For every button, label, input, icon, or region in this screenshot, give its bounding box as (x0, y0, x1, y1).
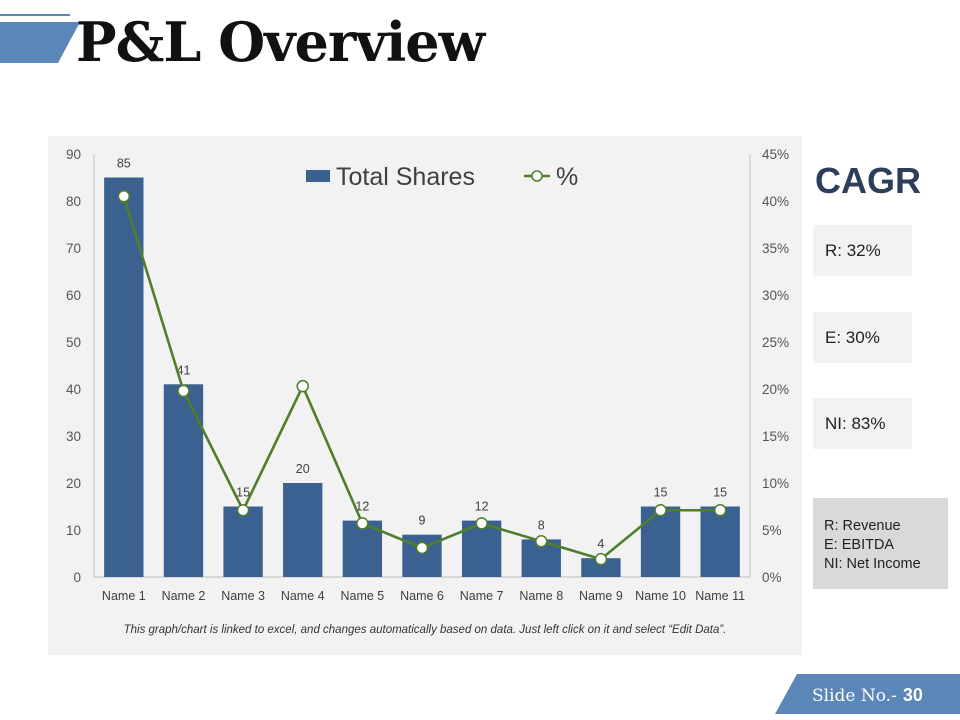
bar[interactable] (700, 506, 740, 578)
y-right-tick-label: 15% (762, 429, 789, 444)
bar-value-label: 15 (654, 486, 668, 500)
bar[interactable] (104, 177, 144, 578)
bar-value-label: 12 (475, 500, 489, 514)
x-tick-label: Name 6 (400, 589, 444, 603)
bar-value-label: 12 (355, 500, 369, 514)
y-left-tick-label: 80 (66, 194, 81, 209)
y-right-tick-label: 35% (762, 241, 789, 256)
bar-value-label: 8 (538, 518, 545, 532)
legend-label-total-shares: Total Shares (336, 163, 475, 191)
legend-swatch-total-shares (306, 170, 330, 182)
x-tick-label: Name 8 (519, 589, 563, 603)
percent-point[interactable] (177, 384, 190, 398)
y-right-tick-label: 45% (762, 147, 789, 162)
y-left-tick-label: 50 (66, 335, 81, 350)
percent-point[interactable] (296, 379, 309, 393)
legend-line-ebitda: E: EBITDA (824, 537, 895, 553)
bar[interactable] (581, 558, 621, 577)
bar[interactable] (640, 506, 681, 578)
header-decoration (0, 14, 80, 63)
bar[interactable] (283, 483, 323, 577)
percent-point[interactable] (236, 504, 250, 517)
bar-value-label: 15 (713, 486, 727, 500)
bar-value-label: 15 (236, 486, 250, 500)
y-left-tick-label: 40 (66, 382, 81, 397)
bar-value-label: 9 (419, 514, 426, 528)
y-right-tick-label: 5% (762, 523, 782, 538)
chart-note: This graph/chart is linked to excel, and… (123, 624, 727, 636)
x-tick-label: Name 2 (162, 589, 206, 603)
y-right-tick-label: 10% (762, 476, 789, 491)
percent-point[interactable] (415, 541, 429, 555)
bar-value-label: 4 (597, 537, 604, 551)
x-tick-label: Name 9 (579, 589, 623, 603)
x-tick-label: Name 3 (221, 589, 265, 603)
footer-banner (775, 674, 960, 714)
percent-point[interactable] (713, 504, 727, 517)
percent-point[interactable] (535, 535, 548, 548)
x-tick-label: Name 4 (281, 589, 325, 603)
percent-point[interactable] (654, 504, 667, 517)
cagr-heading: CAGR (815, 160, 921, 201)
x-tick-label: Name 10 (635, 589, 686, 603)
y-left-tick-label: 10 (66, 523, 81, 538)
slide-number-label: Slide No.- (812, 686, 897, 706)
y-right-tick-label: 0% (762, 570, 782, 585)
percent-point[interactable] (356, 517, 369, 530)
page-title: P&L Overview (76, 10, 485, 74)
combo-chart[interactable]: 0 10 20 30 40 50 60 70 80 90 0% 5% 10% 15% 20% 25% 30% 35… (48, 136, 802, 655)
y-left-tick-label: 20 (66, 476, 81, 491)
legend-swatch-percent-marker (531, 170, 543, 182)
bar-value-label: 85 (117, 157, 131, 171)
legend-line-net-income: NI: Net Income (824, 556, 921, 572)
x-tick-label: Name 11 (695, 589, 745, 603)
percent-series-line[interactable] (122, 195, 721, 561)
slide-number: Slide No.- 30 (812, 681, 923, 709)
x-tick-label: Name 7 (460, 589, 504, 603)
chart-panel[interactable]: 0 10 20 30 40 50 60 70 80 90 0% 5% 10% 15% 20% 25% 30% 35… (48, 136, 802, 655)
x-tick-label: Name 5 (340, 589, 384, 603)
cagr-revenue-box: R: 32% (813, 225, 912, 276)
legend-line-revenue: R: Revenue (824, 518, 901, 534)
bar-value-label: 41 (177, 363, 191, 377)
y-left-tick-label: 60 (66, 288, 81, 303)
cagr-ebitda-box: E: 30% (813, 312, 912, 363)
bar-value-label: 20 (296, 462, 310, 476)
abbreviation-legend: R: Revenue E: EBITDA NI: Net Income (813, 498, 948, 589)
y-right-tick-label: 20% (762, 382, 789, 397)
x-tick-label: Name 1 (102, 589, 146, 603)
y-left-tick-label: 90 (66, 147, 81, 162)
percent-point[interactable] (117, 190, 131, 203)
slide-number-value: 30 (902, 685, 923, 705)
bar[interactable] (163, 384, 204, 577)
y-left-tick-label: 30 (66, 429, 81, 444)
y-left-tick-label: 0 (73, 570, 81, 585)
bar[interactable] (223, 506, 263, 578)
cagr-net-income-box: NI: 83% (813, 398, 912, 449)
y-right-tick-label: 30% (762, 288, 789, 303)
percent-point[interactable] (594, 552, 608, 566)
y-right-tick-label: 40% (762, 194, 789, 209)
y-left-tick-label: 70 (66, 241, 81, 256)
legend-label-percent: % (556, 163, 578, 191)
percent-point[interactable] (475, 517, 488, 530)
y-right-tick-label: 25% (762, 335, 789, 350)
